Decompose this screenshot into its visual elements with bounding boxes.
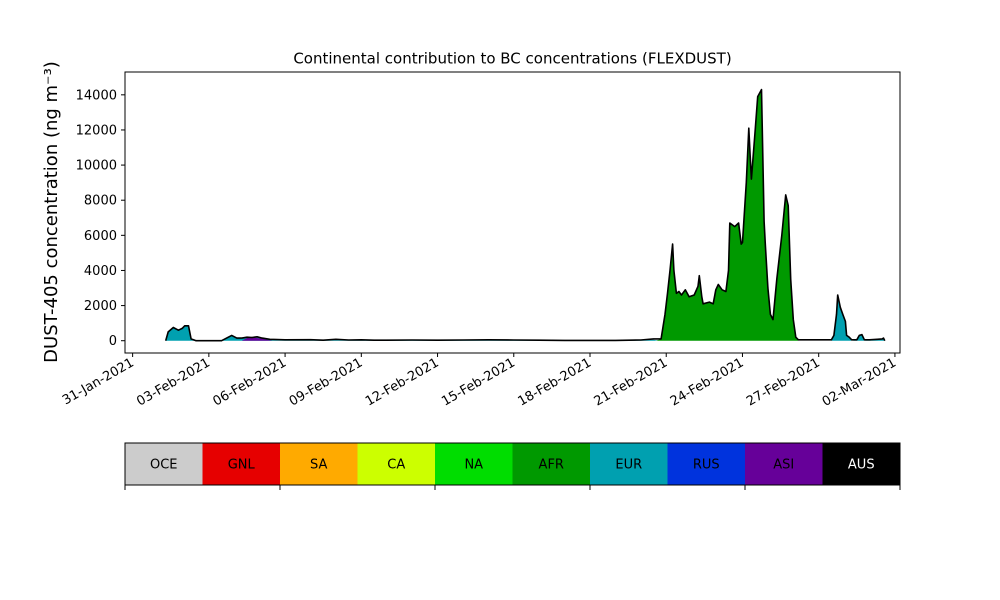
x-tick-label: 21-Feb-2021 (592, 355, 671, 409)
legend-swatch-rus (667, 443, 745, 485)
x-tick-label: 18-Feb-2021 (515, 355, 594, 409)
x-tick-label: 27-Feb-2021 (744, 355, 823, 409)
y-tick-label: 8000 (84, 194, 117, 209)
legend-label-na: NA (464, 458, 483, 473)
y-tick-label: 2000 (84, 299, 117, 314)
legend-swatch-asi (745, 443, 823, 485)
y-tick-label: 12000 (76, 123, 117, 138)
plot-frame (124, 71, 901, 354)
legend-swatch-oce (125, 443, 203, 485)
legend-label-aus: AUS (848, 458, 875, 473)
legend-label-oce: OCE (150, 458, 178, 473)
y-tick-label: 0 (109, 334, 117, 349)
legend-frame (124, 442, 901, 486)
legend-label-sa: SA (310, 458, 327, 473)
y-tick-label: 6000 (84, 229, 117, 244)
area-series-afr (656, 89, 799, 341)
legend-swatch-aus (822, 443, 900, 485)
x-tick-label: 06-Feb-2021 (211, 355, 290, 409)
x-tick-label: 03-Feb-2021 (134, 355, 213, 409)
x-tick-label: 12-Feb-2021 (363, 355, 442, 409)
legend-swatch-sa (280, 443, 358, 485)
y-tick-label: 4000 (84, 264, 117, 279)
legend-swatch-na (435, 443, 513, 485)
legend-label-afr: AFR (539, 458, 564, 473)
legend-label-gnl: GNL (228, 458, 256, 473)
chart-title: Continental contribution to BC concentra… (293, 50, 731, 68)
plot-area: 0 2000 4000 6000 8000 10000 12000 14000 31-Jan-2… (60, 71, 901, 410)
legend-label-eur: EUR (615, 458, 642, 473)
legend-label-rus: RUS (693, 458, 720, 473)
legend-swatch-gnl (202, 443, 280, 485)
legend-label-asi: ASI (773, 458, 794, 473)
x-tick-label: 24-Feb-2021 (668, 355, 747, 409)
legend-label-ca: CA (387, 458, 405, 473)
y-axis-label: DUST-405 concentration (ng m⁻³) (41, 61, 62, 363)
legend-swatch-eur (590, 443, 668, 485)
x-tick-label: 09-Feb-2021 (287, 355, 366, 409)
legend-swatch-ca (357, 443, 435, 485)
y-tick-label: 14000 (76, 88, 117, 103)
x-tick-label: 02-Mar-2021 (820, 355, 899, 409)
x-tick-label: 31-Jan-2021 (60, 355, 137, 408)
total-outline-line (164, 88, 886, 342)
x-tick-label: 15-Feb-2021 (439, 355, 518, 409)
legend-colorbar: OCE GNL SA CA NA AFR EUR RUS ASI AUS (124, 442, 901, 490)
legend-swatch-afr (512, 443, 590, 485)
y-tick-label: 10000 (76, 159, 117, 174)
